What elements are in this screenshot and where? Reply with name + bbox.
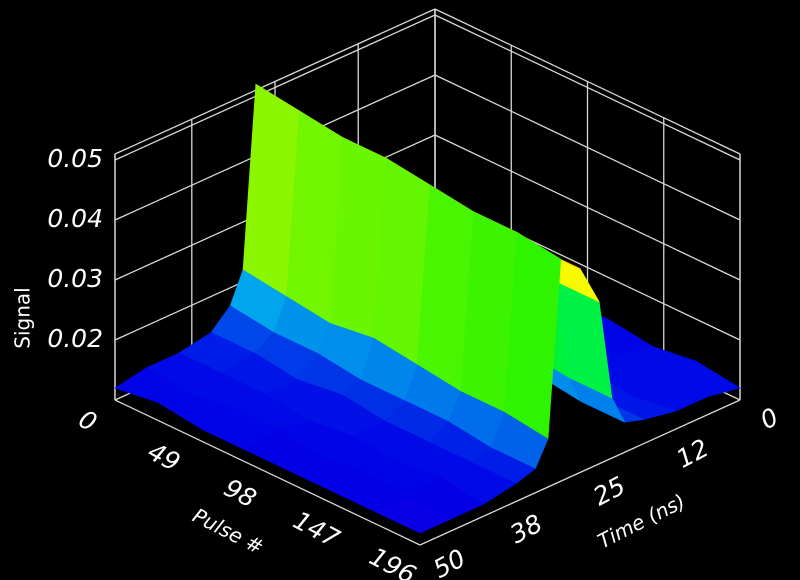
- z-tick-label: 0.02: [47, 324, 103, 353]
- surface: [114, 83, 741, 534]
- z-axis-title: Signal: [11, 287, 35, 348]
- z-tick-label: 0.04: [47, 204, 103, 233]
- z-tick-label: 0.03: [47, 264, 103, 293]
- floor-edge: [114, 399, 421, 546]
- floor-edge: [419, 399, 741, 546]
- z-tick-label: 0.05: [47, 144, 103, 173]
- surface-cell: [375, 497, 453, 534]
